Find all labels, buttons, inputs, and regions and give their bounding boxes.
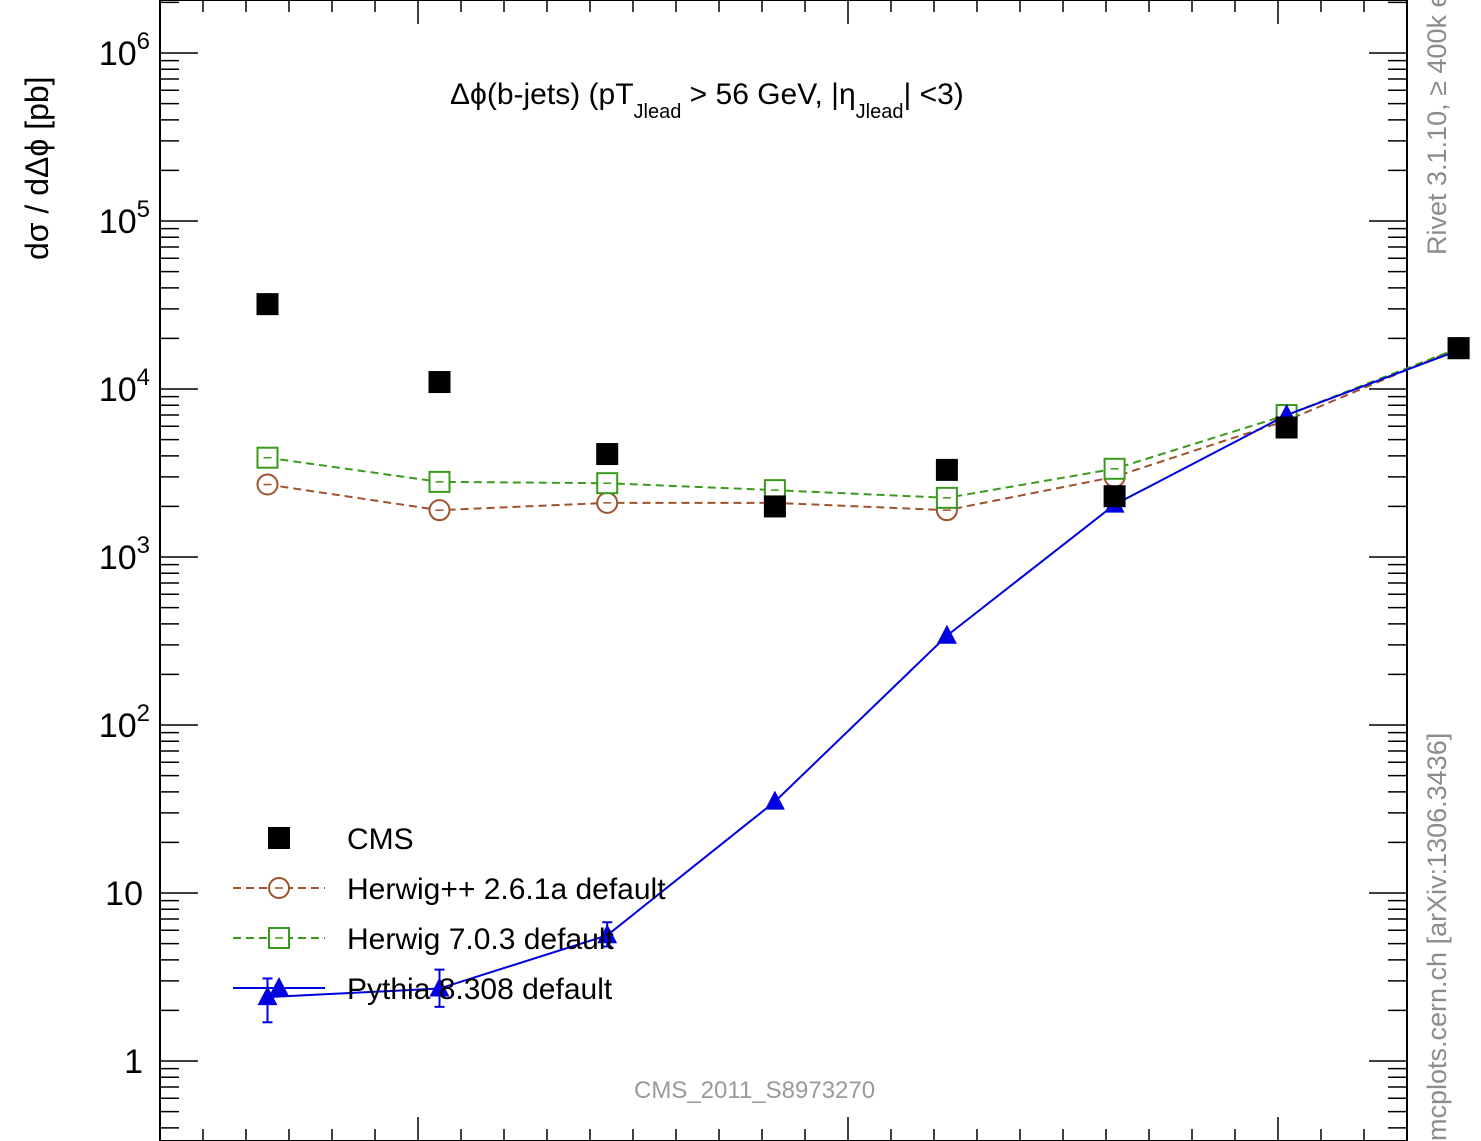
data-point [764, 790, 785, 810]
legend-marker [268, 827, 290, 849]
y-tick-labels: 1 10 102 103 104 105 106 [99, 28, 150, 1081]
data-point [429, 977, 450, 997]
series-layer [256, 293, 1470, 1024]
data-point [936, 624, 957, 644]
legend-entry: Herwig 7.0.3 default [233, 923, 614, 956]
data-point [597, 924, 618, 944]
data-point [428, 470, 451, 493]
data-point [256, 293, 279, 316]
y-tick-label: 105 [99, 196, 150, 241]
series-3 [257, 339, 1469, 1024]
data-point [596, 472, 619, 495]
data-point [1103, 457, 1126, 480]
data-point [428, 499, 451, 522]
plot-frame [159, 0, 1408, 1141]
legend-label: Pythia 8.308 default [347, 973, 613, 1006]
legend: CMS Herwig++ 2.6.1a default Herwig 7.0.3 d… [233, 823, 666, 1006]
data-point [596, 443, 619, 466]
data-point [596, 491, 619, 514]
y-axis-label: dσ / dΔϕ [pb] [19, 76, 55, 260]
data-point [428, 371, 451, 394]
data-point [763, 495, 786, 518]
legend-entry: Herwig++ 2.6.1a default [233, 873, 666, 906]
legend-label: Herwig++ 2.6.1a default [347, 873, 666, 906]
y-tick-label: 106 [99, 28, 150, 73]
data-point [935, 486, 958, 509]
data-point [935, 458, 958, 481]
legend-entry: CMS [268, 823, 414, 856]
y-tick-label: 104 [99, 364, 150, 409]
data-point [256, 446, 279, 469]
series-line [267, 349, 1459, 999]
rivet-version-label: Rivet 3.1.10, ≥ 400k events [1422, 0, 1452, 255]
legend-label: Herwig 7.0.3 default [347, 923, 614, 956]
legend-marker [269, 977, 289, 996]
y-tick-label: 102 [99, 700, 150, 745]
data-point [257, 986, 278, 1006]
chart-title: Δϕ(b-jets) (pTJlead > 56 GeV, |ηJlead| <… [450, 78, 964, 123]
analysis-annotation: CMS_2011_S8973270 [634, 1077, 875, 1104]
data-point [256, 473, 279, 496]
data-point [1447, 337, 1470, 360]
data-point [1275, 416, 1298, 439]
data-point [1103, 485, 1126, 508]
legend-marker [268, 877, 290, 899]
y-tick-label: 103 [99, 532, 150, 577]
legend-label: CMS [347, 823, 414, 856]
legend-marker [268, 927, 290, 949]
axis-ticks [160, 0, 1407, 1141]
legend-entry: Pythia 8.308 default [233, 973, 613, 1006]
y-tick-label: 1 [124, 1043, 143, 1081]
series-line [267, 347, 1459, 499]
series-0 [256, 293, 1470, 518]
mcplots-source-label: mcplots.cern.ch [arXiv:1306.3436] [1422, 733, 1452, 1141]
y-tick-label: 10 [105, 875, 143, 913]
